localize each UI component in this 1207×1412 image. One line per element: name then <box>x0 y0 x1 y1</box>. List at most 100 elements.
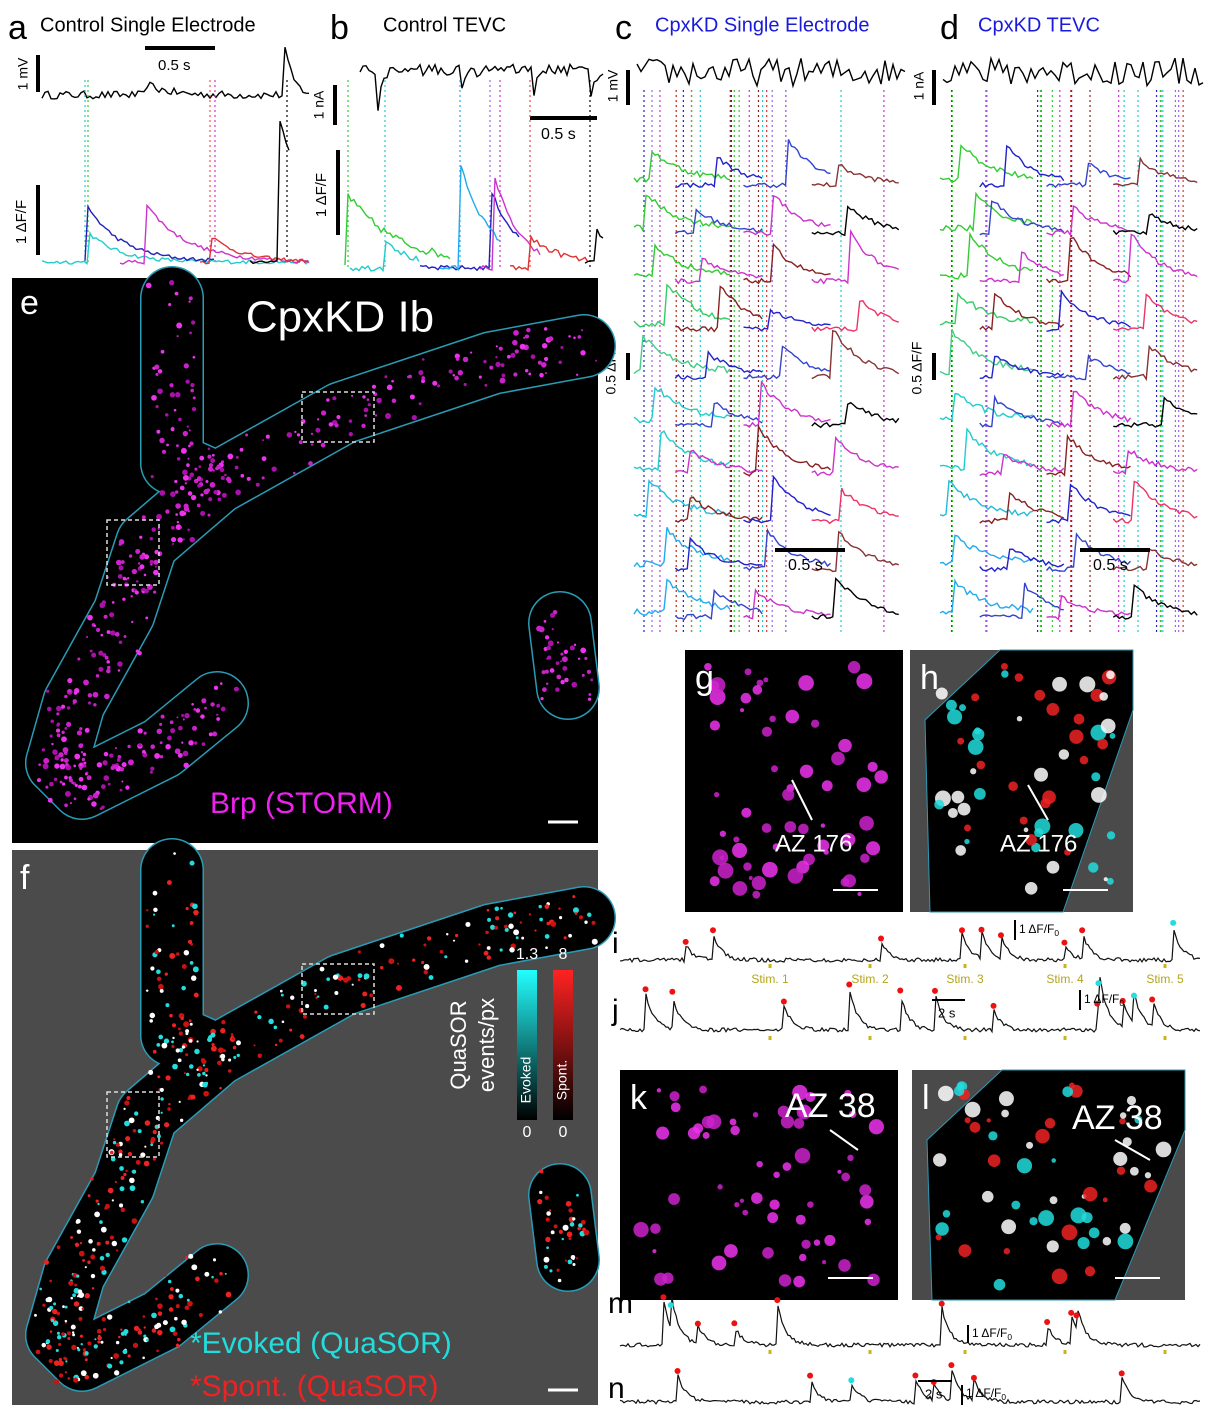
puncta <box>112 1241 117 1246</box>
puncta <box>257 1053 262 1058</box>
puncta <box>423 943 426 946</box>
puncta <box>100 634 103 637</box>
puncta <box>422 358 425 361</box>
puncta <box>183 1021 189 1027</box>
event-marker <box>710 927 716 933</box>
puncta <box>189 296 193 300</box>
label: *Evoked (QuaSOR) <box>190 1327 452 1360</box>
puncta <box>153 1050 157 1054</box>
puncta <box>158 1035 163 1040</box>
puncta <box>155 950 159 954</box>
puncta <box>154 364 159 369</box>
puncta <box>977 761 986 770</box>
puncta <box>730 1119 737 1126</box>
puncta <box>189 442 193 446</box>
puncta <box>564 936 567 939</box>
puncta <box>865 1219 872 1226</box>
puncta <box>496 345 498 347</box>
puncta <box>129 554 132 557</box>
puncta <box>178 418 182 422</box>
puncta <box>180 486 185 491</box>
puncta <box>487 955 491 959</box>
puncta <box>221 476 225 480</box>
puncta <box>860 1195 874 1209</box>
puncta <box>1074 714 1085 725</box>
puncta <box>207 1037 212 1042</box>
puncta <box>200 493 203 496</box>
puncta <box>100 1256 105 1261</box>
puncta <box>120 1329 122 1331</box>
puncta <box>201 698 206 703</box>
puncta <box>487 946 491 950</box>
label: 8 <box>559 946 568 963</box>
puncta <box>208 514 211 517</box>
puncta <box>124 635 127 638</box>
puncta <box>81 1370 87 1376</box>
puncta <box>202 1072 205 1075</box>
puncta <box>139 1328 141 1330</box>
puncta <box>153 891 158 896</box>
puncta <box>61 1332 65 1336</box>
puncta <box>544 1265 548 1269</box>
puncta <box>572 895 575 898</box>
puncta <box>78 785 82 789</box>
puncta <box>271 466 276 471</box>
puncta <box>841 1173 850 1182</box>
puncta <box>177 537 182 542</box>
puncta <box>188 940 192 944</box>
puncta <box>83 753 87 757</box>
puncta <box>545 946 548 949</box>
puncta <box>262 456 267 461</box>
puncta <box>571 682 577 688</box>
trace <box>1113 158 1197 186</box>
puncta <box>125 1170 127 1172</box>
puncta <box>157 729 163 735</box>
trace <box>812 165 899 187</box>
puncta <box>217 1061 222 1066</box>
puncta <box>65 1371 67 1373</box>
puncta <box>189 429 191 431</box>
label: 0 <box>523 1124 532 1141</box>
puncta <box>699 1086 707 1094</box>
puncta <box>64 776 68 780</box>
puncta <box>801 1240 810 1249</box>
puncta <box>102 1317 106 1321</box>
puncta <box>144 1161 150 1167</box>
puncta <box>77 730 82 735</box>
puncta <box>208 497 212 501</box>
puncta <box>580 350 585 355</box>
scale-subscript: 0 <box>1054 928 1059 938</box>
puncta <box>67 1377 70 1380</box>
puncta <box>965 1117 971 1123</box>
puncta <box>1001 1219 1016 1234</box>
puncta <box>81 751 83 753</box>
puncta <box>783 1162 792 1171</box>
event-marker <box>683 939 689 945</box>
event-marker <box>1095 980 1101 986</box>
puncta <box>123 1108 125 1110</box>
puncta <box>837 1170 841 1174</box>
puncta <box>1004 1248 1010 1254</box>
puncta <box>539 1169 543 1173</box>
label: 1 mV <box>15 57 31 90</box>
label: *Spont. (QuaSOR) <box>190 1370 438 1403</box>
puncta <box>231 1033 234 1036</box>
puncta <box>769 716 776 723</box>
event-marker <box>846 981 852 987</box>
puncta <box>421 376 425 380</box>
puncta <box>88 701 91 704</box>
puncta <box>814 1239 820 1245</box>
event-marker <box>897 988 903 994</box>
puncta <box>300 1034 305 1039</box>
puncta <box>868 762 878 772</box>
puncta <box>86 636 88 638</box>
trace <box>1047 356 1131 380</box>
puncta <box>293 472 296 475</box>
puncta <box>60 764 66 770</box>
puncta <box>262 439 264 441</box>
puncta <box>103 775 109 781</box>
puncta <box>670 1091 680 1101</box>
label: 2 s <box>938 1005 956 1020</box>
puncta <box>193 966 199 972</box>
puncta <box>175 490 178 493</box>
